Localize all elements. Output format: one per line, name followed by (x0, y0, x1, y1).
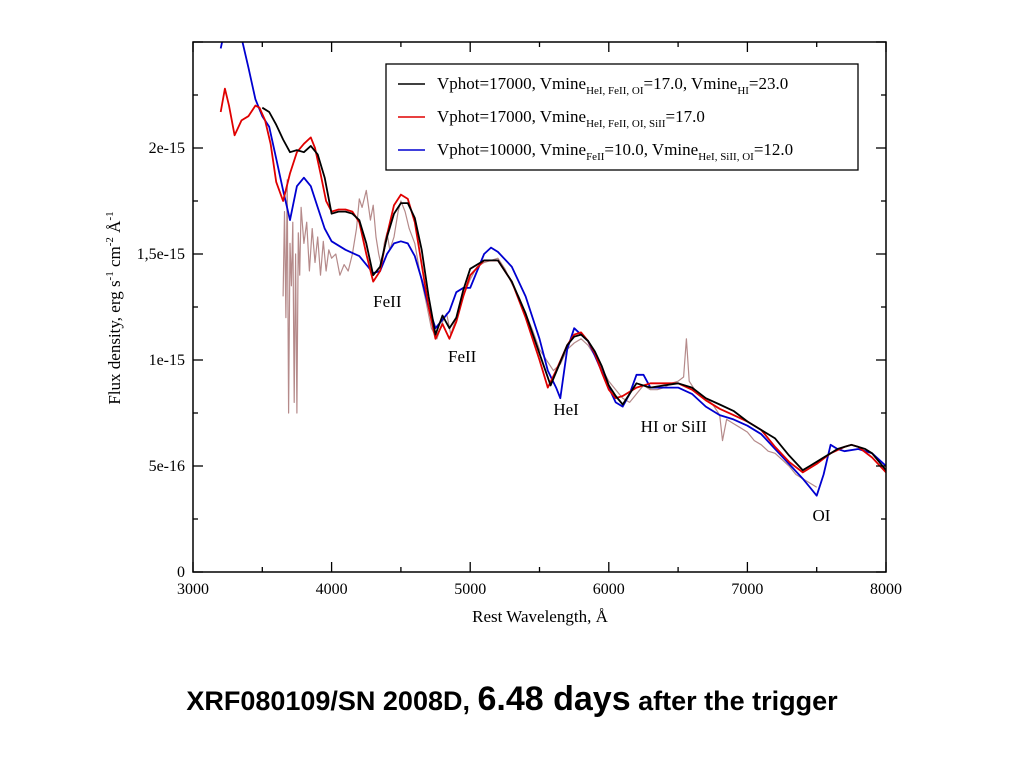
x-tick-label: 5000 (454, 581, 486, 598)
y-tick-label: 5e-16 (149, 458, 185, 475)
line-annotation: FeII (373, 292, 402, 311)
line-annotation: HI or SiII (641, 417, 707, 436)
legend: Vphot=17000, VmineHeI, FeII, OI=17.0, Vm… (385, 63, 859, 171)
slide-caption: XRF080109/SN 2008D, 6.48 days after the … (0, 680, 1024, 719)
y-tick-label: 1,5e-15 (137, 246, 185, 263)
line-annotation: FeII (448, 347, 477, 366)
y-tick-label: 1e-15 (149, 352, 185, 369)
x-tick-label: 4000 (316, 581, 348, 598)
caption-days: 6.48 days (477, 680, 631, 718)
legend-entry-blue: Vphot=10000, VmineFeII=10.0, VmineHeI, S… (437, 140, 793, 163)
x-tick-label: 8000 (870, 581, 902, 598)
series-line-black (261, 106, 886, 472)
line-annotation: HeI (553, 400, 579, 419)
x-tick-label: 6000 (593, 581, 625, 598)
series-line-red (219, 87, 886, 474)
y-tick-label: 0 (177, 564, 185, 581)
line-annotation: OI (813, 506, 831, 525)
ticks-layer: 3000 4000 5000 6000 7000 8000 0 5e-16 1e-15 1,5e-… (137, 41, 902, 598)
caption-suffix: after the trigger (630, 686, 838, 716)
series-line-observed (282, 179, 818, 488)
legend-box (385, 63, 859, 171)
x-tick-label: 3000 (177, 581, 209, 598)
series-layer (219, 42, 886, 497)
y-axis-label: Flux density, erg s-1 cm-2 Å-1 (104, 211, 124, 404)
caption-object: XRF080109/SN 2008D, (186, 686, 478, 716)
y-tick-label: 2e-15 (149, 140, 185, 157)
annotations: FeII FeII HeI HI or SiII OI (373, 292, 831, 525)
x-axis-label: Rest Wavelength, Å (472, 607, 608, 626)
series-line-blue (219, 42, 886, 497)
legend-entry-black: Vphot=17000, VmineHeI, FeII, OI=17.0, Vm… (437, 74, 788, 97)
x-tick-label: 7000 (731, 581, 763, 598)
legend-entry-red: Vphot=17000, VmineHeI, FeII, OI, SiII=17… (437, 107, 705, 130)
